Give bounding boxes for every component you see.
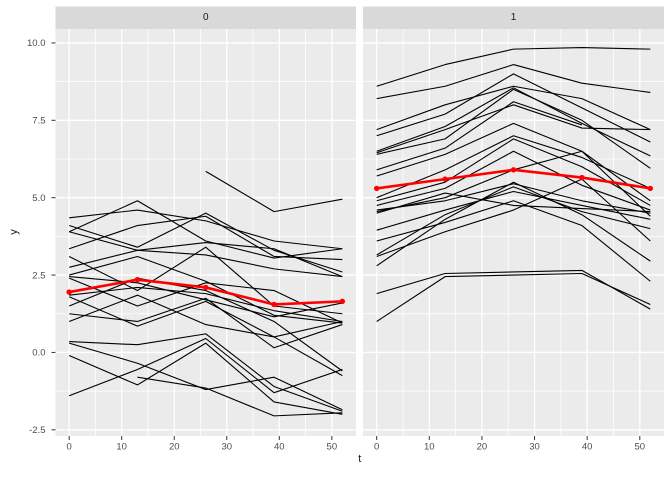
mean-point [647, 185, 654, 192]
series-line [68, 337, 343, 397]
x-axis-tick-label: 0 [374, 442, 379, 453]
facet-strip-0 [55, 6, 356, 29]
series-line [69, 297, 343, 349]
x-axis-tick-label: 0 [67, 442, 72, 453]
series-line [69, 249, 343, 278]
series-line [376, 186, 651, 256]
series-line [69, 209, 343, 250]
series-line [68, 277, 343, 372]
series-line [69, 255, 343, 324]
y-axis-tick-label: 5.0 [32, 193, 45, 204]
series-line [376, 183, 651, 214]
series-line [69, 276, 343, 318]
y-axis-tick-label: 0.0 [32, 348, 45, 359]
x-axis-tick-label: 30 [221, 442, 232, 453]
mean-point [373, 185, 380, 192]
series-line [376, 150, 651, 211]
series-line [376, 85, 651, 131]
series-line [376, 178, 651, 258]
x-axis-tick-label: 50 [327, 442, 338, 453]
series-line [69, 286, 343, 323]
x-axis-tick-label: 40 [582, 442, 593, 453]
mean-point [510, 167, 517, 173]
x-axis-tick-label: 40 [274, 442, 285, 453]
series-line [376, 73, 651, 143]
panel-background-0 [55, 29, 356, 436]
series-line [68, 296, 343, 338]
series-line [68, 215, 343, 261]
series-line [68, 277, 343, 324]
mean-point [442, 176, 448, 182]
mean-point [271, 301, 277, 308]
series-line [68, 200, 343, 259]
series-line [376, 87, 651, 157]
series-line [69, 333, 343, 412]
mean-point [579, 174, 585, 181]
mean-point [203, 284, 209, 291]
series-line [68, 246, 343, 315]
series-line [376, 88, 651, 169]
series-line [376, 135, 651, 199]
series-line [376, 138, 651, 206]
mean-point [339, 298, 346, 305]
x-axis-tick-label: 30 [529, 442, 540, 453]
series-line [376, 47, 651, 87]
series-line [376, 101, 583, 171]
series-line [376, 64, 651, 100]
y-axis-tick-label: -2.5 [29, 425, 45, 436]
y-axis-tick-label: 10.0 [27, 38, 46, 49]
x-axis-tick-label: 50 [635, 442, 646, 453]
mean-point [134, 276, 141, 283]
mean-point [66, 289, 72, 295]
series-line [376, 181, 651, 267]
series-line [376, 104, 651, 154]
series-line [205, 170, 343, 213]
x-axis-tick-label: 20 [477, 442, 488, 453]
x-axis-tick-label: 10 [116, 442, 127, 453]
series-line [68, 342, 343, 415]
series-line [137, 376, 343, 417]
series-line [69, 342, 343, 411]
x-axis-tick-label: 20 [169, 442, 180, 453]
facet-strip-1 [363, 6, 664, 29]
series-line [68, 294, 343, 377]
x-axis-tick-label: 10 [424, 442, 435, 453]
series-line [376, 190, 651, 231]
y-axis-tick-label: 7.5 [32, 116, 45, 127]
y-axis-tick-label: 2.5 [32, 270, 45, 281]
series-line [376, 272, 651, 322]
